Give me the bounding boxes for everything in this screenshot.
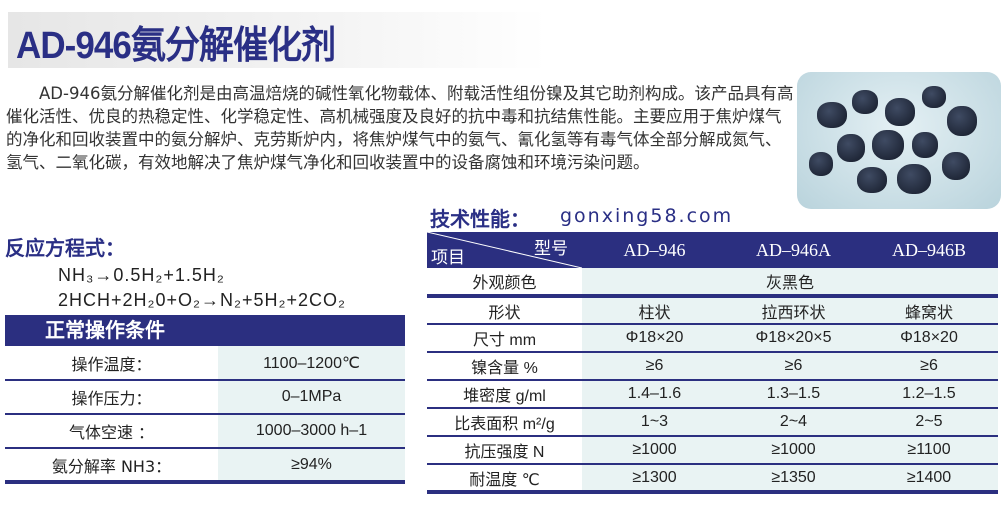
- table-row: 抗压强度 N ≥1000 ≥1000 ≥1100: [427, 436, 998, 465]
- row-value: ≥1300: [582, 464, 727, 494]
- page-title: AD-946氨分解催化剂: [16, 25, 336, 67]
- table-row: 形状 柱状 拉西环状 蜂窝状: [427, 296, 998, 325]
- row-label: 镍含量 %: [427, 352, 582, 381]
- row-value: 1.4–1.6: [582, 380, 727, 409]
- row-value: 1100–1200℃: [218, 346, 405, 381]
- equation-2: 2HCH+2H₂0+O₂→N₂+5H₂+2CO₂: [58, 290, 347, 310]
- row-value: 柱状: [582, 296, 727, 325]
- table-row: 镍含量 % ≥6 ≥6 ≥6: [427, 352, 998, 381]
- title-band: [8, 12, 548, 68]
- row-value: Φ18×20: [860, 324, 998, 353]
- row-value: ≥6: [727, 352, 860, 381]
- diagonal-divider: [427, 232, 582, 268]
- row-value: 1000–3000 h–1: [218, 414, 405, 449]
- watermark: gonxing58.com: [560, 205, 734, 227]
- conditions-table: 操作温度： 1100–1200℃ 操作压力： 0–1MPa 气体空速 ： 1000–3…: [5, 346, 405, 484]
- row-value: 1~3: [582, 408, 727, 437]
- table-row: 外观颜色 灰黑色: [427, 268, 998, 298]
- table-row: 尺寸 mm Φ18×20 Φ18×20×5 Φ18×20: [427, 324, 998, 353]
- conditions-heading: 正常操作条件: [5, 315, 405, 346]
- row-label: 操作温度：: [5, 346, 218, 381]
- corner-item-label: 项目: [431, 248, 465, 268]
- row-value: 1.2–1.5: [860, 380, 998, 409]
- intro-paragraph: AD-946氨分解催化剂是由高温焙烧的碱性氧化物载体、附载活性组份镍及其它助剂构…: [6, 84, 794, 172]
- row-label: 气体空速 ：: [5, 414, 218, 449]
- row-value: ≥6: [860, 352, 998, 381]
- reaction-heading: 反应方程式：: [5, 236, 125, 260]
- row-label: 操作压力：: [5, 380, 218, 415]
- row-value: 蜂窝状: [860, 296, 998, 325]
- row-value: Φ18×20: [582, 324, 727, 353]
- row-value: ≥6: [582, 352, 727, 381]
- corner-model-label: 型号: [534, 239, 568, 259]
- row-value: Φ18×20×5: [727, 324, 860, 353]
- model-header: AD–946B: [860, 232, 998, 268]
- table-row: 氨分解率 NH3： ≥94%: [5, 448, 405, 484]
- row-label: 抗压强度 N: [427, 436, 582, 465]
- table-row: 堆密度 g/ml 1.4–1.6 1.3–1.5 1.2–1.5: [427, 380, 998, 409]
- table-row: 比表面积 m²/g 1~3 2~4 2~5: [427, 408, 998, 437]
- specs-heading: 技术性能：: [430, 207, 530, 231]
- row-value: 2~4: [727, 408, 860, 437]
- specs-table: 型号 项目 AD–946 AD–946A AD–946B 外观颜色 灰黑色 形状柱…: [427, 232, 998, 494]
- table-row: 操作温度： 1100–1200℃: [5, 346, 405, 381]
- row-value: ≥1400: [860, 464, 998, 494]
- row-value: 拉西环状: [727, 296, 860, 325]
- corner-header: 型号 项目: [427, 232, 582, 268]
- table-row: 操作压力： 0–1MPa: [5, 380, 405, 415]
- table-row: 耐温度 ℃ ≥1300 ≥1350 ≥1400: [427, 464, 998, 494]
- row-value: 0–1MPa: [218, 380, 405, 415]
- row-value: ≥1000: [582, 436, 727, 465]
- equation-1: NH₃→0.5H₂+1.5H₂: [58, 265, 225, 285]
- row-label: 尺寸 mm: [427, 324, 582, 353]
- row-label: 形状: [427, 296, 582, 325]
- model-header: AD–946: [582, 232, 727, 268]
- row-value: ≥1350: [727, 464, 860, 494]
- row-value: 2~5: [860, 408, 998, 437]
- row-value: ≥94%: [218, 448, 405, 484]
- model-header: AD–946A: [727, 232, 860, 268]
- row-label: 堆密度 g/ml: [427, 380, 582, 409]
- row-value: ≥1000: [727, 436, 860, 465]
- catalyst-photo: [797, 72, 1001, 209]
- row-value: ≥1100: [860, 436, 998, 465]
- header-row: 型号 项目 AD–946 AD–946A AD–946B: [427, 232, 998, 268]
- row-label: 外观颜色: [427, 268, 582, 298]
- row-label: 耐温度 ℃: [427, 464, 582, 494]
- row-label: 氨分解率 NH3：: [5, 448, 218, 484]
- row-label: 比表面积 m²/g: [427, 408, 582, 437]
- row-value: 1.3–1.5: [727, 380, 860, 409]
- row-value: 灰黑色: [582, 268, 998, 298]
- table-row: 气体空速 ： 1000–3000 h–1: [5, 414, 405, 449]
